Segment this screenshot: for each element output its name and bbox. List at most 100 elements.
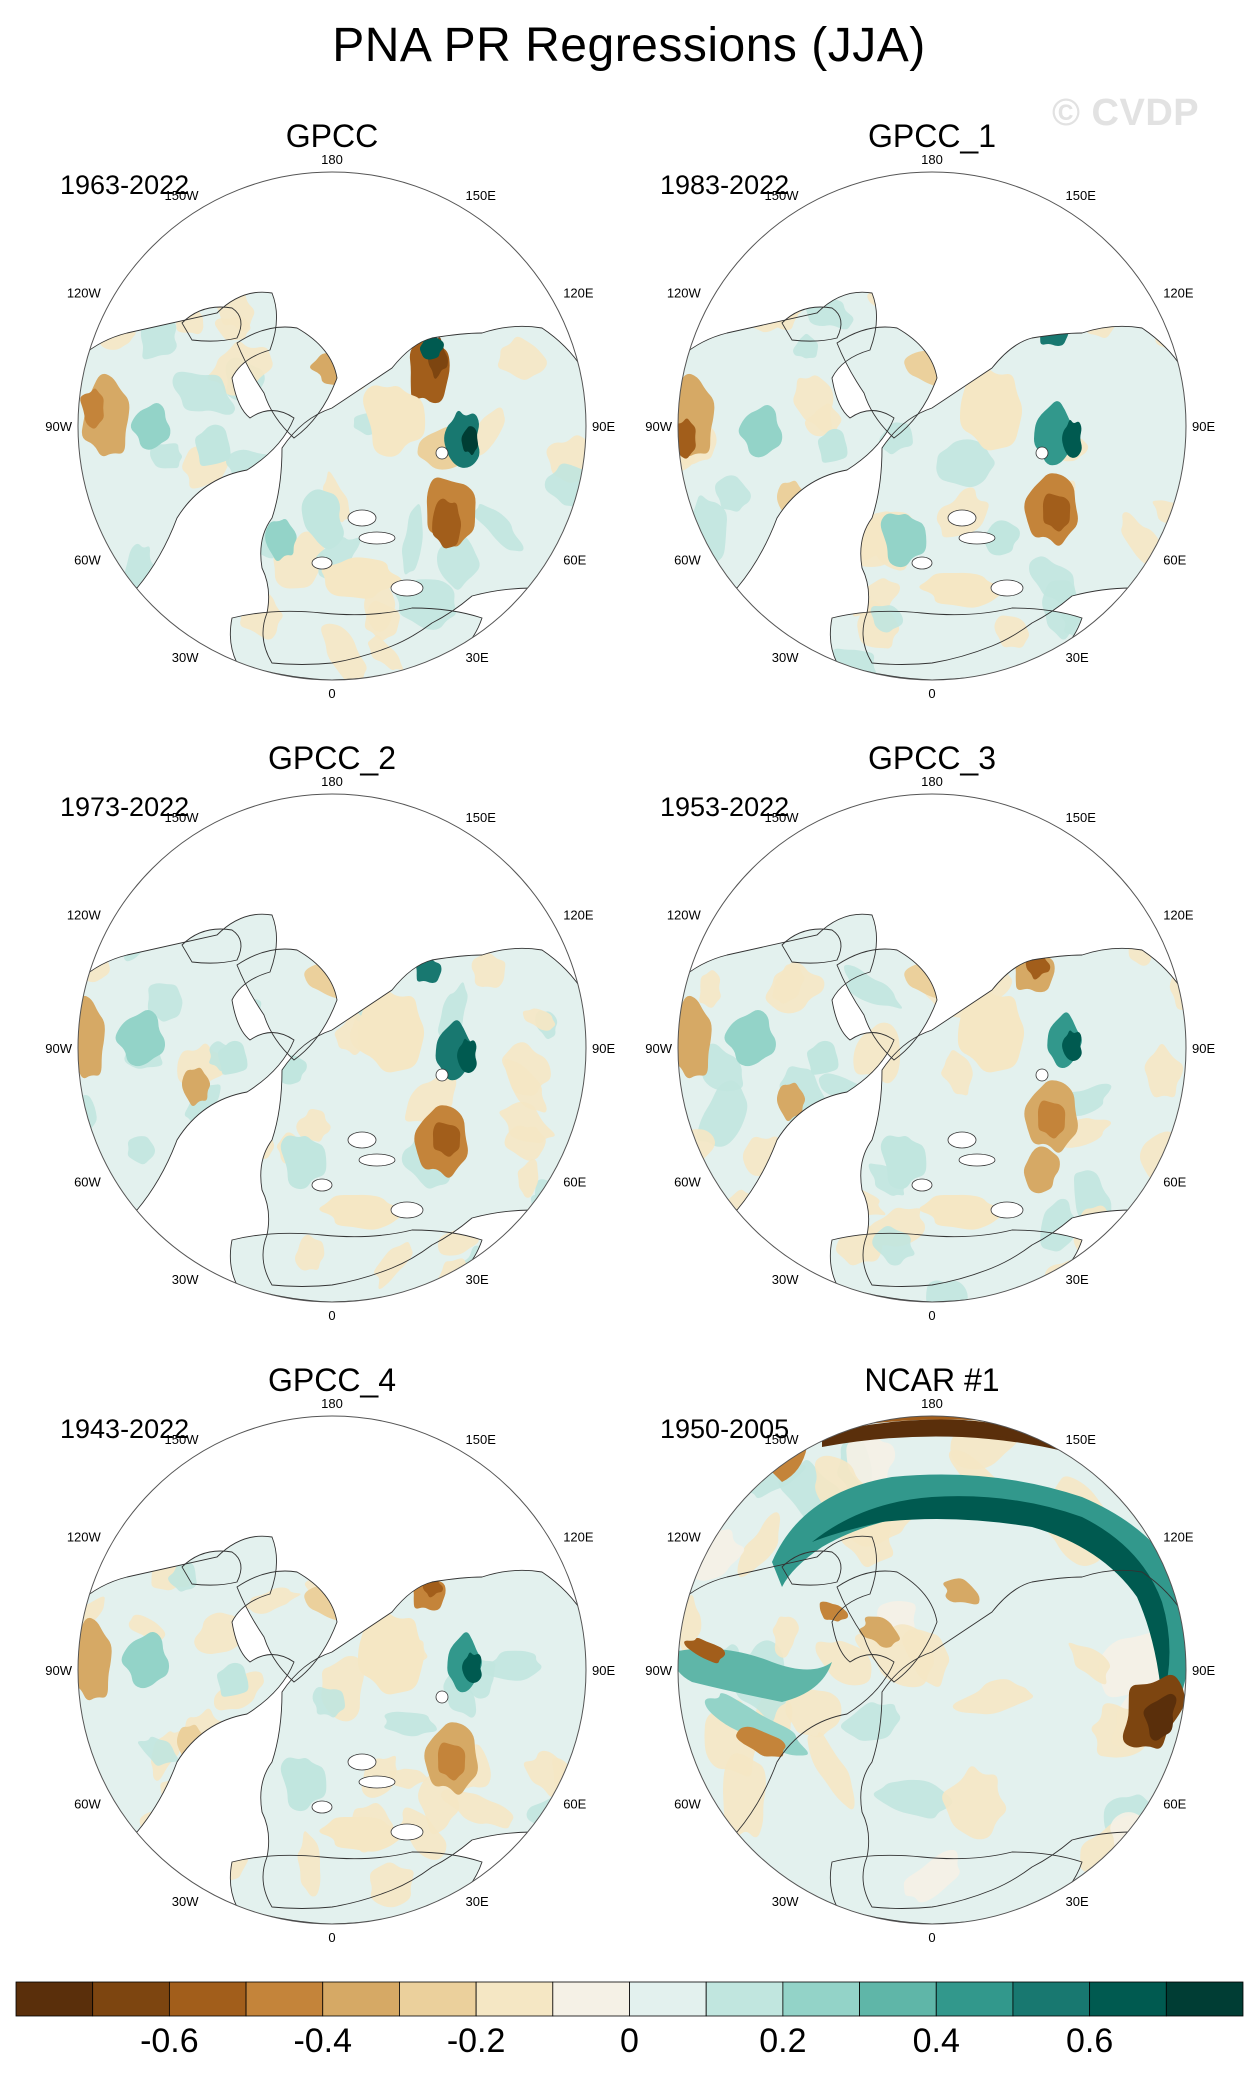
figure-title: PNA PR Regressions (JJA)	[332, 19, 926, 72]
land-alaska	[182, 1551, 241, 1586]
anomaly-patch	[432, 498, 462, 549]
coastline	[236, 326, 338, 439]
anomaly-band	[772, 1447, 807, 1482]
land-northAmerica	[78, 1536, 294, 1832]
anomaly-patch	[1144, 1194, 1186, 1262]
land-africa	[230, 1230, 482, 1302]
map-boundary	[77, 793, 587, 1303]
anomaly-patch	[319, 1816, 406, 1852]
longitude-label: 150W	[765, 1432, 800, 1447]
anomaly-patch	[840, 1702, 901, 1741]
lake-outline	[435, 1068, 449, 1082]
anomaly-patch	[195, 424, 231, 467]
lake-outline	[990, 579, 1024, 597]
longitude-label: 30W	[172, 1272, 199, 1287]
anomaly-patch	[830, 648, 878, 680]
longitude-label: 90W	[645, 1663, 672, 1678]
anomaly-patch	[1028, 556, 1076, 608]
anomaly-patch	[461, 426, 479, 456]
anomaly-patch	[78, 1831, 107, 1872]
coastline	[781, 306, 842, 342]
anomaly-patch	[78, 1094, 97, 1137]
watermark: © CVDP	[1052, 92, 1200, 134]
longitude-label: 90W	[645, 1041, 672, 1056]
anomaly-band	[822, 1419, 1112, 1467]
colorbar	[15, 1981, 1244, 2017]
anomaly-patch	[806, 1040, 839, 1075]
colorbar-tick-label: -0.2	[446, 2022, 506, 2060]
longitude-label: 60W	[74, 1797, 101, 1812]
anomaly-patch	[772, 964, 805, 1004]
coastline	[781, 1550, 842, 1586]
anomaly-patch	[443, 1671, 477, 1718]
anomaly-patch	[872, 1225, 915, 1266]
longitude-label: 120W	[67, 1530, 102, 1545]
anomaly-patch	[130, 402, 171, 450]
colorbar-bin	[1165, 1981, 1244, 2017]
anomaly-patch	[1117, 1438, 1172, 1476]
anomaly-patch	[942, 1766, 1007, 1840]
anomaly-patch	[384, 1711, 437, 1737]
coastline	[781, 928, 842, 964]
panel-years: 1973-2022	[60, 792, 190, 822]
anomaly-patch	[147, 983, 183, 1022]
anomaly-patch	[880, 513, 927, 568]
colorbar-bin	[1089, 1981, 1167, 2017]
longitude-label: 0	[328, 1308, 335, 1323]
anomaly-patch	[952, 1679, 1034, 1715]
colorbar-bin	[782, 1981, 860, 2017]
anomaly-patch	[1170, 626, 1186, 671]
anomaly-patch	[804, 403, 842, 437]
anomaly-patch	[919, 572, 1006, 608]
anomaly-patch	[1037, 1100, 1066, 1139]
anomaly-patch	[471, 952, 506, 988]
polar-map: 180 150E 120E 90E 60E 30E 0 30W 60W 90W 120W 150W	[45, 152, 615, 701]
coastline	[860, 947, 1186, 1287]
longitude-label: 180	[321, 1396, 343, 1411]
anomaly-patch	[481, 1650, 542, 1681]
anomaly-patch	[957, 989, 1025, 1073]
anomaly-band	[704, 1693, 808, 1756]
longitude-label: 60W	[674, 1797, 701, 1812]
anomaly-patch	[1040, 1198, 1079, 1252]
land-africa	[230, 1852, 482, 1924]
coastline	[181, 928, 242, 964]
anomaly-patch	[701, 1043, 744, 1092]
longitude-label: 60W	[674, 553, 701, 568]
anomaly-patch	[121, 1631, 170, 1689]
anomaly-patch	[85, 565, 116, 623]
anomaly-patch	[367, 635, 404, 671]
anomaly-patch	[473, 503, 524, 552]
lake-outline	[911, 556, 933, 570]
anomaly-patch	[280, 1757, 327, 1812]
longitude-label: 90W	[645, 419, 672, 434]
colorbar-bin	[399, 1981, 477, 2017]
longitude-label: 30W	[172, 1894, 199, 1909]
anomaly-patch	[514, 616, 578, 674]
longitude-label: 120W	[667, 286, 702, 301]
longitude-label: 30E	[466, 1894, 489, 1909]
anomaly-patch	[873, 1779, 953, 1819]
anomaly-patch	[1112, 1892, 1154, 1924]
panel-title: GPCC	[285, 118, 379, 154]
polar-map: 180 150E 120E 90E 60E 30E 0 30W 60W 90W 120W 150W	[645, 774, 1215, 1323]
longitude-label: 60W	[674, 1175, 701, 1190]
anomaly-patch	[926, 1280, 968, 1302]
land-africa	[230, 608, 482, 680]
map-boundary	[77, 1415, 587, 1925]
colorbar-bin	[935, 1981, 1014, 2017]
colorbar-bin	[552, 1981, 630, 2017]
coastline	[836, 948, 938, 1061]
lake-outline	[390, 1201, 424, 1219]
anomaly-patch	[214, 316, 251, 341]
anomaly-patch	[715, 475, 751, 512]
lake-outline	[390, 579, 424, 597]
map-panel-gpcc-3: GPCC_3 1953-2022 180 150E 120E 90E 60E 30E 0 30…	[632, 740, 1232, 1340]
anomaly-patch	[140, 320, 177, 360]
anomaly-patch	[684, 1637, 726, 1664]
anomaly-patch	[695, 1835, 753, 1898]
anomaly-patch	[1143, 1693, 1177, 1741]
longitude-label: 120E	[1163, 1530, 1194, 1545]
longitude-label: 90W	[45, 1041, 72, 1056]
panel-years: 1943-2022	[60, 1414, 190, 1444]
